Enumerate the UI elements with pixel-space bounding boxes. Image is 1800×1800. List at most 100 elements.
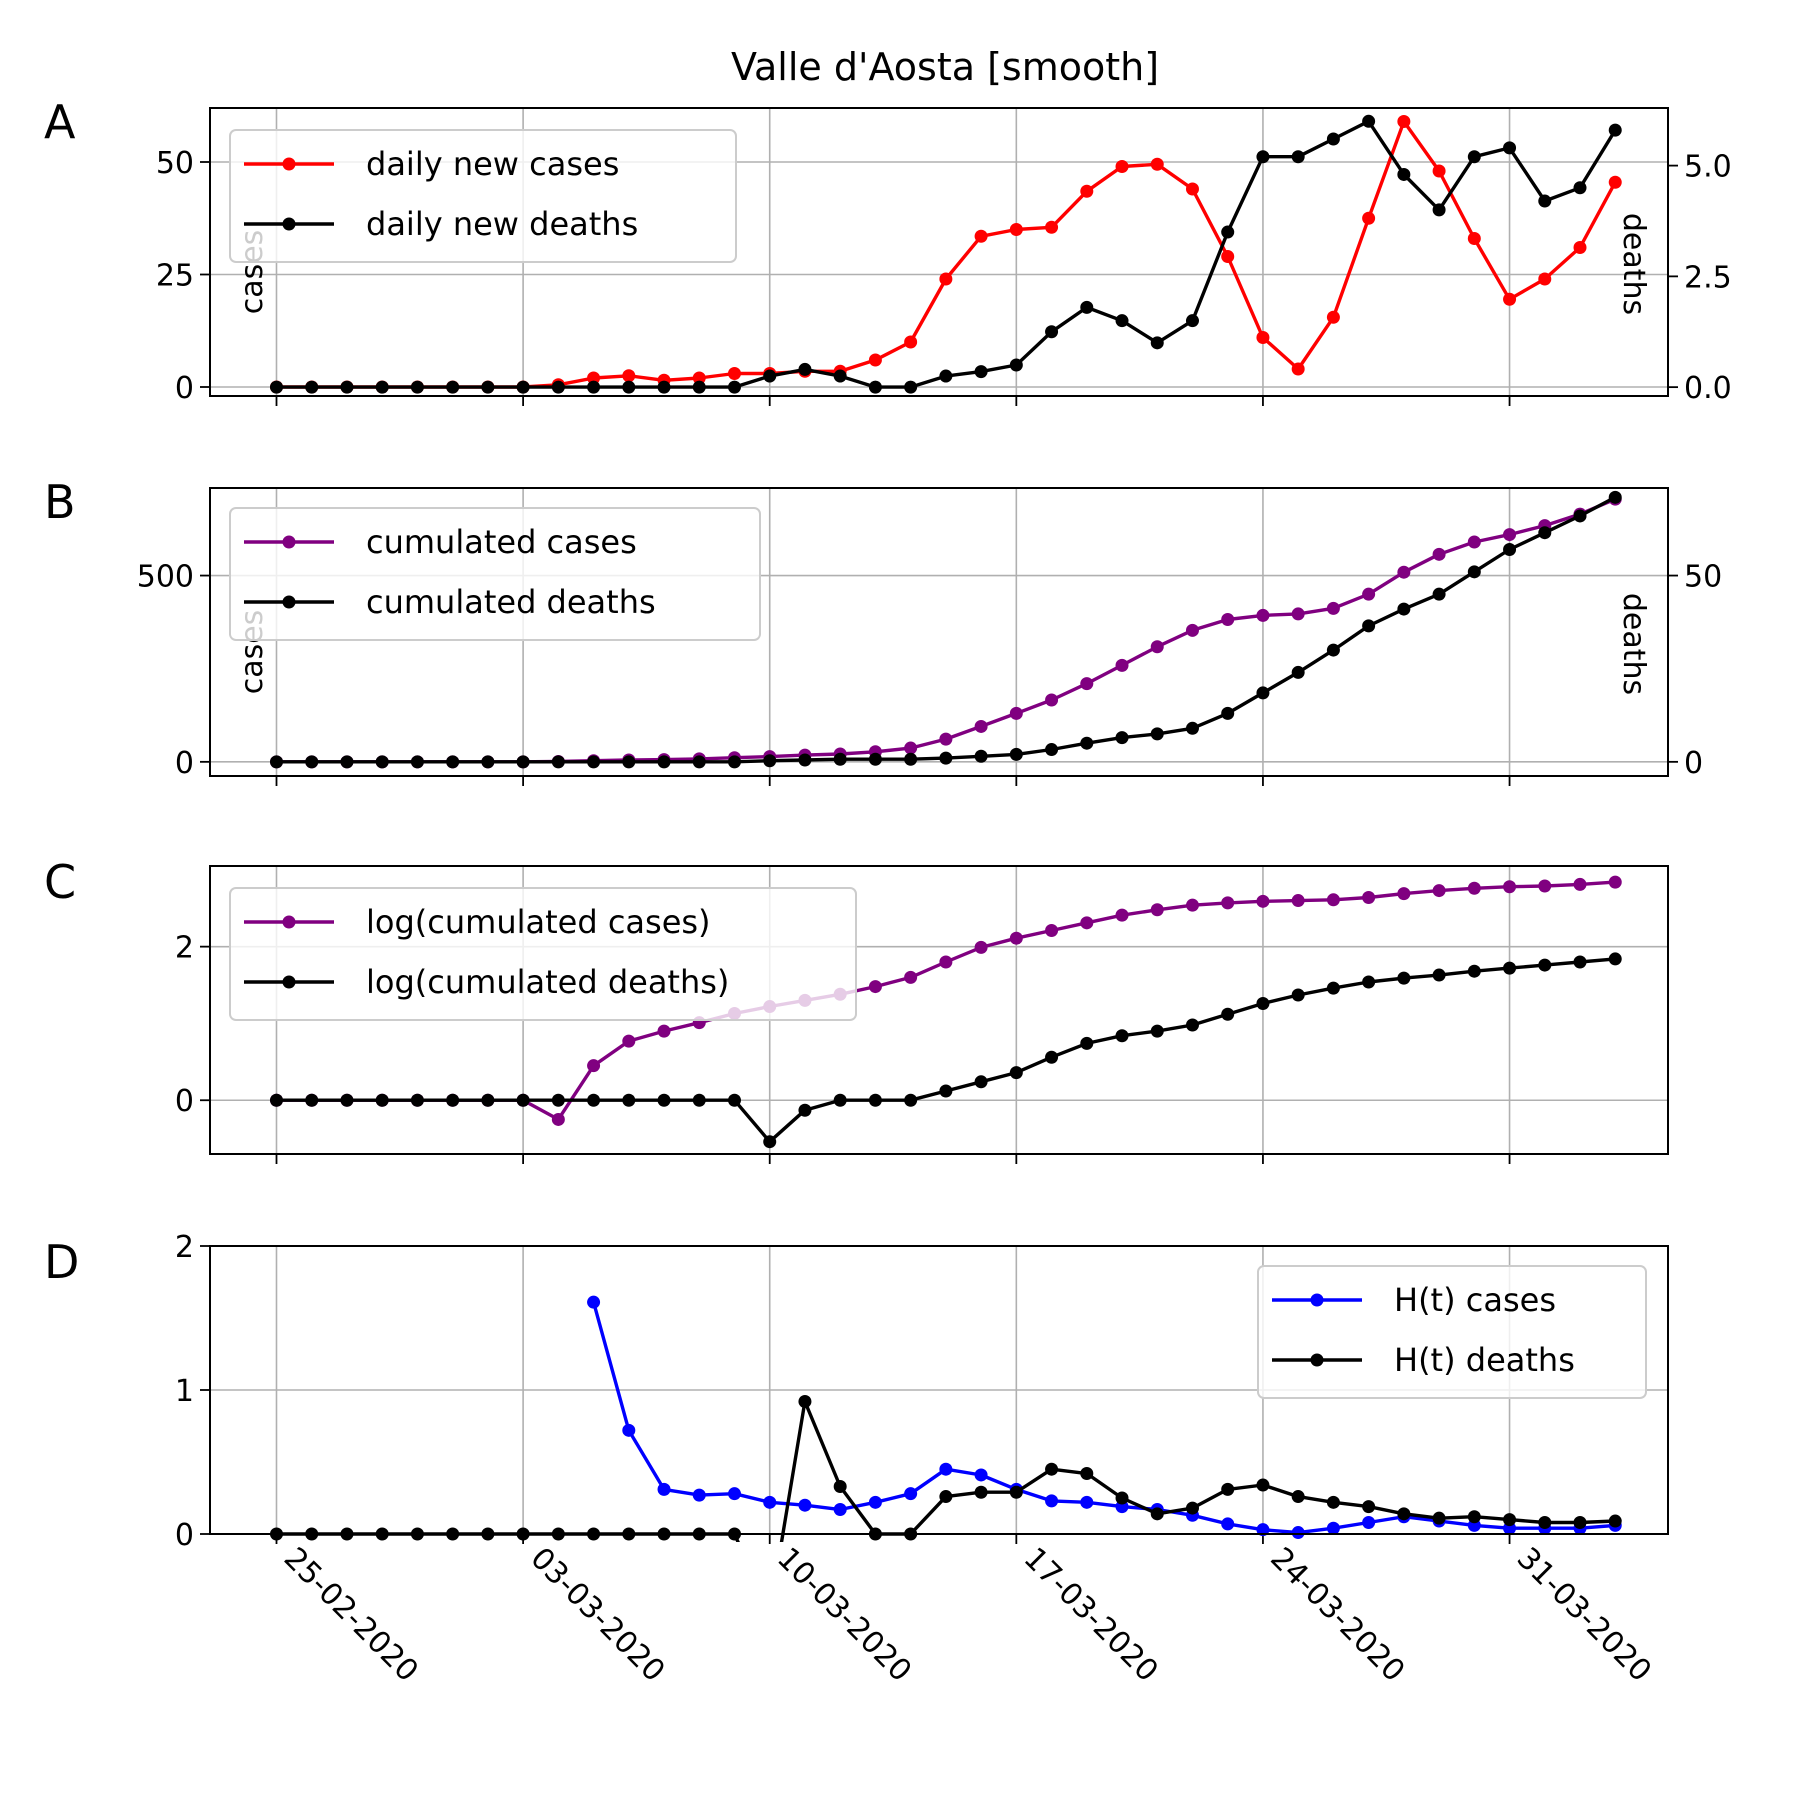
data-point (692, 1488, 706, 1502)
legend-item: H(t) cases (1272, 1281, 1556, 1319)
legend-label: cumulated deaths (366, 583, 656, 621)
legend: daily new cases daily new deaths (229, 129, 737, 263)
data-point (1221, 1007, 1235, 1021)
legend-item: daily new cases (244, 145, 619, 183)
data-point (1397, 167, 1411, 181)
data-point (1185, 182, 1199, 196)
data-point (727, 367, 741, 380)
data-point (692, 380, 706, 394)
legend: cumulated cases cumulated deaths (229, 507, 761, 641)
data-point (1256, 686, 1270, 700)
data-point (1221, 1482, 1235, 1496)
legend-box (229, 887, 857, 1021)
data-point (1291, 607, 1305, 621)
data-point (270, 1093, 283, 1107)
data-point (1362, 211, 1376, 225)
data-point (305, 755, 319, 769)
data-point (1432, 164, 1446, 178)
series-daily-new-deaths (270, 114, 1622, 394)
data-point (939, 1490, 953, 1504)
data-point (516, 755, 530, 769)
data-point (1467, 150, 1481, 164)
data-point (551, 1112, 565, 1126)
data-point (446, 380, 460, 394)
data-point (587, 380, 601, 394)
y-tick-label: 500 (137, 560, 194, 595)
data-point (1185, 314, 1199, 328)
data-point (1397, 971, 1411, 985)
data-point (1009, 931, 1023, 945)
data-point (340, 755, 354, 769)
data-point (1397, 565, 1411, 579)
data-point (1221, 896, 1235, 910)
y-tick-label: 1 (175, 1374, 194, 1409)
data-point (939, 955, 953, 969)
data-point (1608, 1514, 1622, 1528)
data-point (410, 1093, 424, 1107)
data-point (1115, 160, 1129, 173)
data-point (974, 229, 988, 243)
series-cumulated-deaths (270, 490, 1622, 769)
data-point (1467, 565, 1481, 579)
legend-box (229, 507, 761, 641)
data-point (1256, 150, 1270, 164)
x-tick-label: 10-03-2020 (770, 1541, 918, 1689)
data-point (1538, 526, 1552, 540)
data-point (1150, 1507, 1164, 1521)
y-tick-label: 2 (175, 1230, 194, 1265)
data-point (1326, 1521, 1340, 1535)
data-point (270, 380, 283, 394)
y2-axis-label: deaths (1616, 593, 1651, 695)
data-point (727, 1487, 741, 1501)
data-point (1150, 336, 1164, 350)
data-point (798, 1395, 812, 1409)
data-point (657, 380, 671, 394)
data-point (622, 369, 636, 383)
data-point (587, 371, 601, 385)
data-point (375, 380, 389, 394)
data-point (727, 380, 741, 394)
series-h-t-deaths (270, 1395, 1622, 1542)
legend-label: log(cumulated cases) (366, 903, 711, 941)
data-point (410, 380, 424, 394)
data-point (904, 970, 918, 984)
data-point (868, 1093, 882, 1107)
data-point (974, 365, 988, 379)
data-point (1115, 1029, 1129, 1043)
data-point (1538, 958, 1552, 972)
data-point (904, 741, 918, 755)
plot-frame (209, 107, 1669, 397)
data-point (1080, 677, 1094, 691)
data-point (657, 755, 671, 769)
data-point (974, 719, 988, 733)
data-point (1503, 292, 1517, 306)
data-point (622, 755, 636, 769)
data-point (340, 380, 354, 394)
data-point (727, 1093, 741, 1107)
data-point (1150, 640, 1164, 654)
data-point (1150, 157, 1164, 171)
data-point (1573, 877, 1587, 891)
data-point (868, 380, 882, 394)
data-point (868, 353, 882, 367)
panel-d: D 0 1 2 H(t) cases H(t) deaths (44, 1230, 1669, 1553)
legend-swatch-marker (282, 157, 296, 171)
data-point (798, 1103, 812, 1117)
data-point (1185, 623, 1199, 637)
data-point (1150, 903, 1164, 917)
y-tick-label: 0 (175, 1084, 194, 1119)
data-point (1009, 1485, 1023, 1499)
data-point (1397, 115, 1411, 128)
panel-letter: B (44, 475, 76, 529)
data-point (1080, 300, 1094, 314)
data-point (1326, 1495, 1340, 1509)
data-point (1150, 727, 1164, 741)
data-point (1362, 1500, 1376, 1514)
data-point (1256, 996, 1270, 1010)
data-point (1221, 613, 1235, 627)
legend-swatch-marker (1310, 1293, 1324, 1307)
data-point (622, 1034, 636, 1048)
data-point (1221, 225, 1235, 239)
